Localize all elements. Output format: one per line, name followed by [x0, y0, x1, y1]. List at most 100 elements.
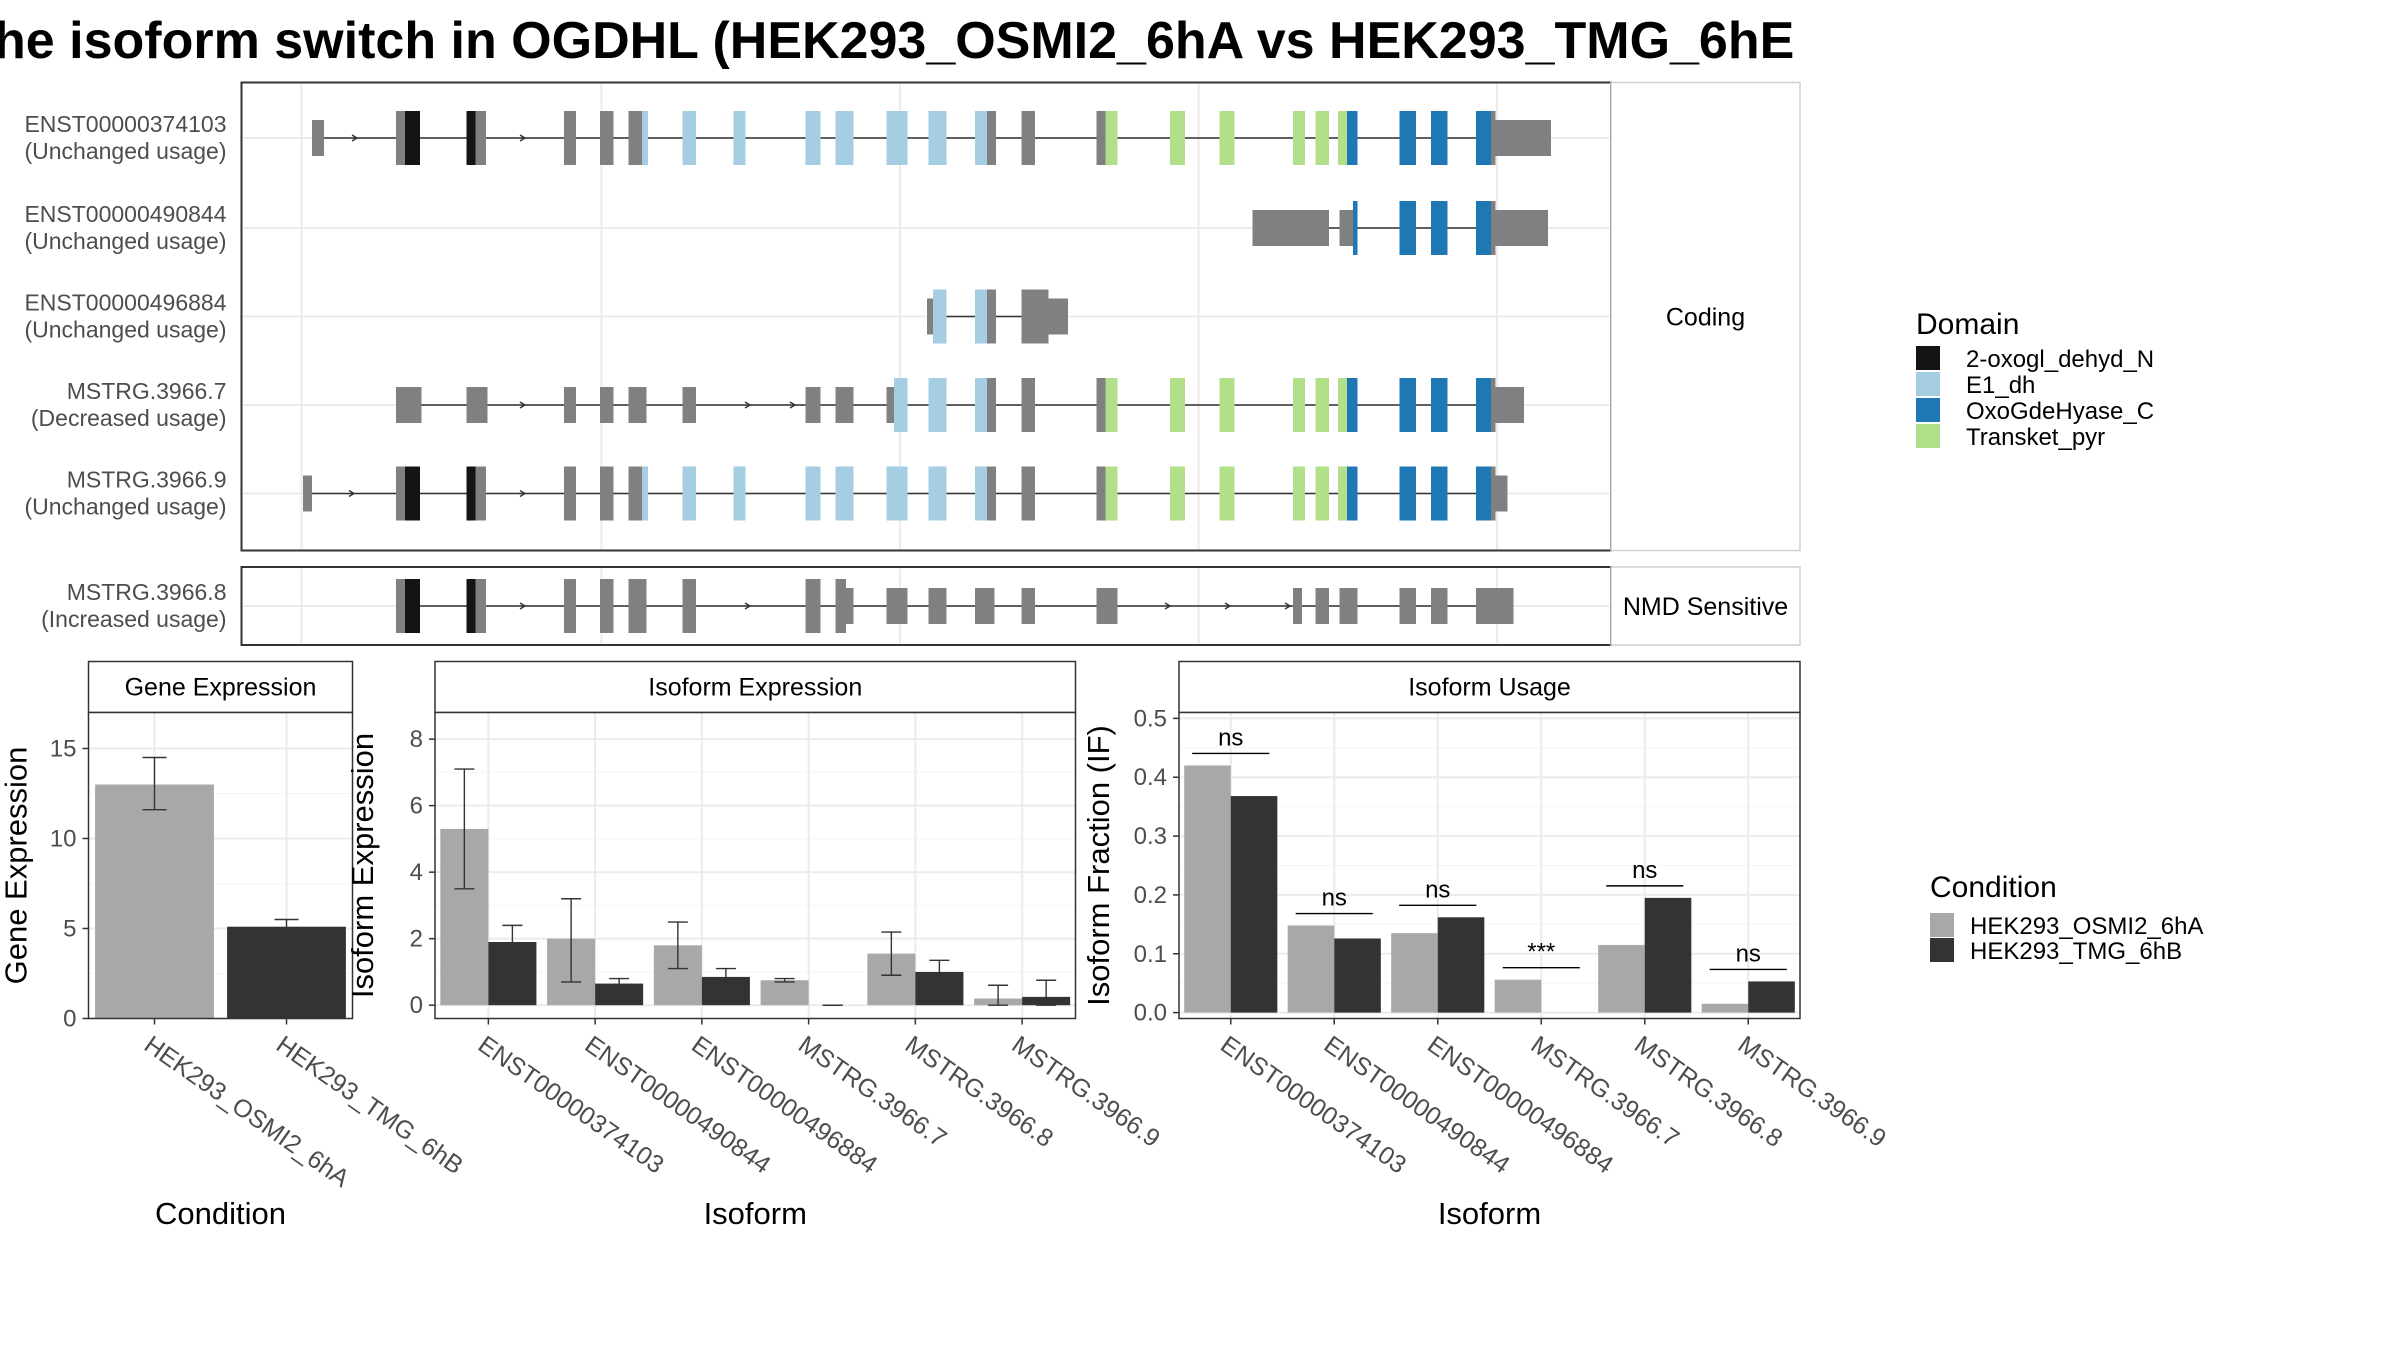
- exon: [987, 111, 996, 165]
- exon: [1431, 466, 1448, 521]
- x-tick-label: ENST00000374103: [473, 1030, 669, 1179]
- significance-label: ***: [1527, 939, 1555, 966]
- exon: [1476, 466, 1491, 521]
- y-axis-title: Isoform Expression: [345, 733, 380, 998]
- exon: [1476, 378, 1491, 432]
- exon: [835, 111, 854, 165]
- exon: [1293, 466, 1305, 521]
- panel-strip: [87, 660, 354, 714]
- exon: [1347, 378, 1358, 432]
- significance-label: ns: [1218, 724, 1243, 751]
- y-axis-title: Gene Expression: [0, 747, 34, 985]
- nmd-strip: [1610, 566, 1801, 646]
- exon: [1170, 378, 1185, 432]
- bar: [1494, 979, 1542, 1013]
- exon: [928, 378, 947, 432]
- exon: [1315, 378, 1329, 432]
- exon: [564, 579, 576, 633]
- domain-legend-label: E1_dh: [1966, 372, 2035, 399]
- transcript-MSTRG.3966.8: [396, 579, 1514, 633]
- panel-strip-label: Isoform Expression: [648, 674, 862, 702]
- exon: [805, 111, 821, 165]
- domain-legend-label: OxoGdeHyase_C: [1966, 398, 2154, 425]
- plot-background: [435, 712, 1076, 1019]
- exon: [466, 579, 476, 633]
- exon: [733, 466, 746, 521]
- exon: [1252, 210, 1329, 246]
- exon: [564, 387, 576, 423]
- exon: [396, 387, 422, 423]
- exon: [987, 378, 996, 432]
- y-tick-label: 0.3: [1134, 823, 1167, 850]
- transcript-usage-label: (Increased usage): [41, 606, 226, 632]
- domain-legend-label: Transket_pyr: [1966, 424, 2105, 451]
- bar: [1287, 925, 1335, 1013]
- exon: [835, 466, 854, 521]
- panel-strip: [1178, 660, 1801, 714]
- exon: [405, 466, 420, 521]
- bar: [1334, 938, 1381, 1013]
- exon: [1219, 111, 1235, 165]
- exon: [1096, 588, 1118, 624]
- bar: [1184, 765, 1231, 1013]
- exon: [396, 579, 405, 633]
- plot-frame: [434, 711, 1077, 1020]
- exon: [805, 387, 821, 423]
- bar: [1701, 1003, 1749, 1013]
- exon: [1315, 588, 1329, 624]
- exon: [1399, 588, 1416, 624]
- exon: [682, 466, 696, 521]
- bar: [760, 980, 809, 1006]
- exon: [475, 579, 486, 633]
- y-tick-label: 4: [410, 859, 423, 886]
- strand-arrow: [519, 401, 527, 409]
- exon: [1495, 475, 1508, 512]
- exon: [886, 387, 894, 423]
- exon: [1339, 210, 1353, 246]
- exon: [466, 387, 488, 423]
- strand-arrow: [1224, 602, 1232, 610]
- exon: [1021, 466, 1035, 521]
- exon: [886, 588, 908, 624]
- transcript-usage-label: (Unchanged usage): [24, 494, 226, 520]
- chart-panel-1: Isoform Expression 0 2 4 6 8 ENST00000374103EN…: [345, 660, 1165, 1231]
- exon: [987, 289, 996, 344]
- condition-legend-label: HEK293_OSMI2_6hA: [1970, 913, 2203, 940]
- exon: [1219, 466, 1235, 521]
- strand-arrow: [789, 401, 797, 409]
- transcript-usage-label: (Unchanged usage): [24, 138, 226, 164]
- exon: [1021, 588, 1035, 624]
- exon: [835, 579, 846, 633]
- exon: [933, 289, 947, 344]
- facet-label-nmd: NMD Sensitive: [1623, 593, 1788, 621]
- exon: [927, 298, 933, 335]
- x-axis-title: Isoform: [704, 1196, 807, 1231]
- strand-arrow: [351, 134, 359, 142]
- exon: [628, 387, 647, 423]
- exon: [600, 387, 614, 423]
- y-tick-label: 2: [410, 926, 423, 953]
- y-tick-label: 6: [410, 793, 423, 820]
- exon: [886, 466, 908, 521]
- chart-panel-2: Isoform Usage ns ns ns *** ns ns 0.0 0.1 0.2 0.3 0.…: [1081, 660, 1891, 1231]
- transcript-usage-label: (Unchanged usage): [24, 317, 226, 343]
- condition-legend-title: Condition: [1930, 871, 2057, 904]
- transcript-id-label: MSTRG.3966.8: [67, 579, 227, 605]
- y-tick-label: 0.4: [1134, 764, 1167, 791]
- exon: [405, 579, 420, 633]
- exon: [1431, 588, 1448, 624]
- exon: [1399, 111, 1416, 165]
- exon: [642, 111, 648, 165]
- exon: [1021, 111, 1035, 165]
- domain-legend-label: 2-oxogl_dehyd_N: [1966, 346, 2154, 373]
- exon: [475, 111, 486, 165]
- y-tick-label: 0.2: [1134, 882, 1167, 909]
- exon: [894, 378, 908, 432]
- exon: [1105, 466, 1118, 521]
- transcript-id-label: MSTRG.3966.7: [67, 378, 227, 404]
- bar: [1391, 933, 1438, 1013]
- exon: [1293, 378, 1305, 432]
